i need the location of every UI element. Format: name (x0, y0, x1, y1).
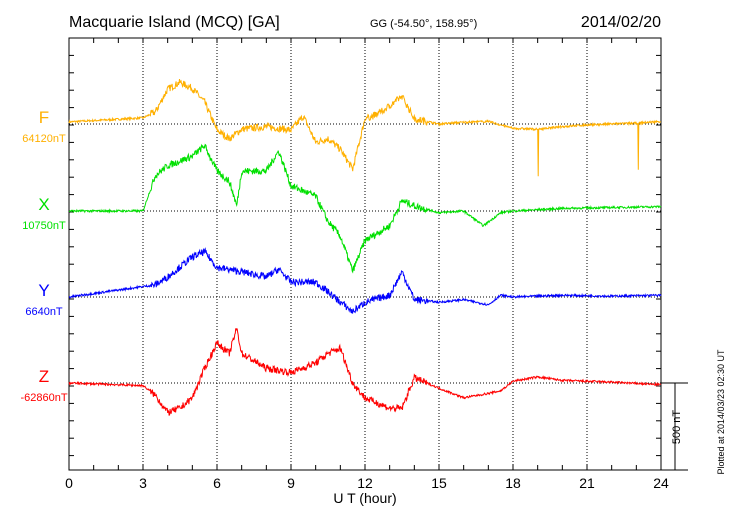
series-name-y: Y (38, 281, 49, 300)
station-coords: GG (-54.50°, 158.95°) (370, 18, 477, 30)
x-tick-label: 18 (505, 475, 521, 491)
series-line-y (69, 247, 662, 314)
series-name-f: F (39, 108, 49, 127)
plotted-note: Plotted at 2014/03/23 02:30 UT (716, 349, 726, 475)
series-name-x: X (38, 195, 49, 214)
x-tick-label: 9 (287, 475, 295, 491)
series-line-z (68, 328, 662, 416)
series-baseline-x: 10750nT (22, 220, 66, 232)
x-tick-label: 12 (357, 475, 373, 491)
x-tick-label: 0 (65, 475, 73, 491)
x-tick-label: 21 (579, 475, 595, 491)
series-name-z: Z (39, 367, 49, 386)
scale-bar-label: 500 nT (671, 410, 683, 445)
x-tick-label: 6 (213, 475, 221, 491)
series-line-f (68, 79, 662, 177)
series-baseline-y: 6640nT (25, 306, 63, 318)
series-baseline-z: -62860nT (20, 392, 67, 404)
chart-title: Macquarie Island (MCQ) [GA] (69, 14, 280, 31)
series-line-x (68, 143, 662, 274)
x-axis-label: U T (hour) (333, 490, 396, 506)
chart-date: 2014/02/20 (581, 14, 661, 31)
x-tick-label: 15 (431, 475, 447, 491)
series-baseline-f: 64120nT (22, 133, 66, 145)
x-tick-label: 3 (139, 475, 147, 491)
x-tick-label: 24 (653, 475, 669, 491)
